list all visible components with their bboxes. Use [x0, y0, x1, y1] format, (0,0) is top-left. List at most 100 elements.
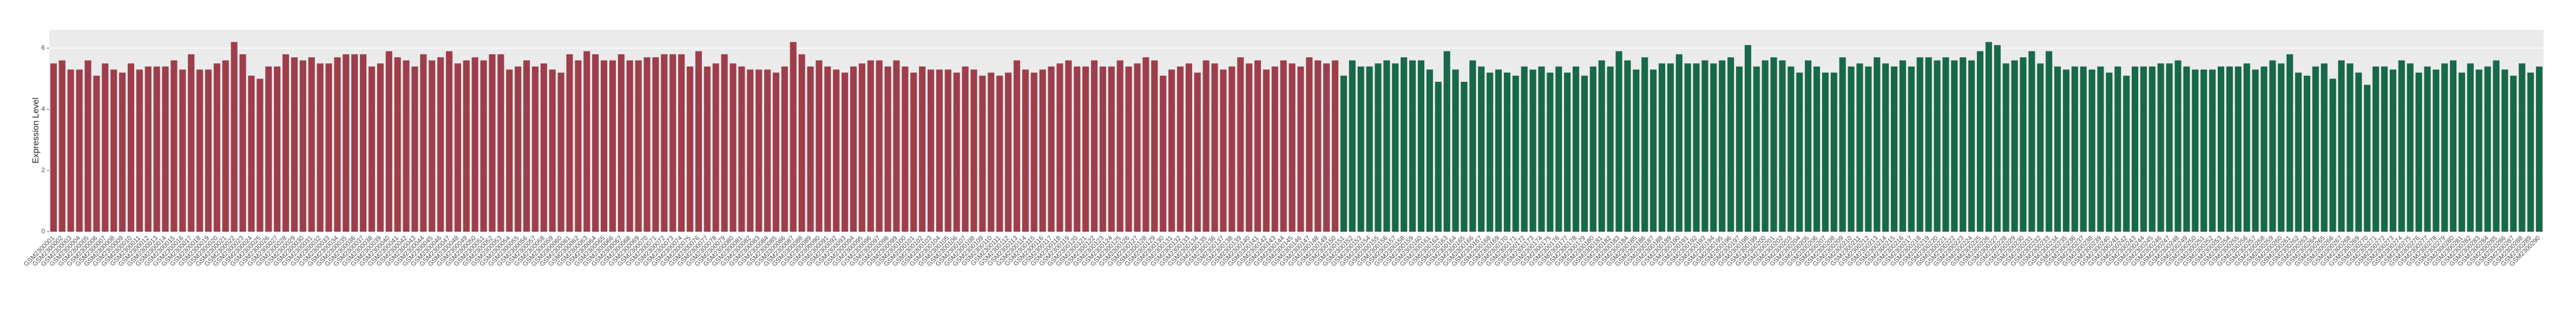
- bar: [162, 66, 169, 232]
- bar: [1366, 66, 1373, 232]
- bar: [2200, 69, 2207, 232]
- bar: [2303, 75, 2310, 232]
- bar: [1134, 63, 1141, 232]
- bar: [2088, 69, 2095, 232]
- bar: [2132, 66, 2139, 232]
- bar: [170, 60, 178, 232]
- bar: [2157, 63, 2164, 232]
- bar: [902, 66, 909, 232]
- bar: [2338, 60, 2345, 232]
- bar: [2312, 66, 2319, 232]
- bar: [291, 57, 298, 232]
- bar: [816, 60, 823, 232]
- bar: [102, 63, 109, 232]
- bar: [1684, 63, 1691, 232]
- bar: [1263, 69, 1270, 232]
- bar: [661, 54, 668, 232]
- bar: [1658, 63, 1665, 232]
- bar: [1461, 82, 1468, 232]
- bar: [2433, 69, 2440, 232]
- bar: [988, 73, 995, 232]
- bar: [944, 69, 951, 232]
- bar: [721, 54, 728, 232]
- bar: [1693, 63, 1700, 232]
- bar: [1401, 57, 1408, 232]
- bar: [2002, 63, 2009, 232]
- bar: [2011, 60, 2018, 232]
- bar: [2054, 66, 2061, 232]
- bar: [1443, 51, 1450, 232]
- y-tick-label: 2: [41, 166, 45, 174]
- bar: [2174, 60, 2181, 232]
- bar: [1521, 66, 1528, 232]
- bar: [213, 63, 220, 232]
- y-tick-label: 0: [41, 227, 45, 235]
- bar: [463, 60, 470, 232]
- bar: [317, 63, 324, 232]
- bar: [1030, 73, 1037, 232]
- bar: [704, 66, 711, 232]
- bar: [1813, 66, 1821, 232]
- bar: [1547, 73, 1554, 232]
- bar: [2458, 73, 2466, 232]
- bar: [2475, 69, 2482, 232]
- bar: [1891, 66, 1898, 232]
- bar: [772, 73, 780, 232]
- bar: [2148, 66, 2156, 232]
- bar: [1753, 66, 1760, 232]
- bar: [609, 60, 616, 232]
- bar: [1916, 57, 1923, 232]
- bar: [497, 54, 504, 232]
- bar: [2347, 63, 2354, 232]
- bar: [2321, 63, 2328, 232]
- bar: [523, 60, 530, 232]
- bar: [1194, 73, 1201, 232]
- bar: [1349, 60, 1356, 232]
- bar: [996, 75, 1003, 232]
- bar: [979, 75, 986, 232]
- bar: [1177, 66, 1184, 232]
- bar: [489, 54, 496, 232]
- bar: [1744, 45, 1751, 232]
- bar: [1512, 75, 1519, 232]
- bar: [2501, 69, 2508, 232]
- bar: [1013, 60, 1021, 232]
- bar: [1056, 63, 1063, 232]
- bar: [2226, 66, 2233, 232]
- bar: [1452, 69, 1459, 232]
- bar: [2080, 66, 2087, 232]
- bar: [437, 57, 444, 232]
- bar: [1392, 63, 1399, 232]
- bar: [1478, 66, 1485, 232]
- bar: [2071, 66, 2078, 232]
- bar: [2123, 75, 2130, 232]
- bar: [2140, 66, 2147, 232]
- bar: [1254, 60, 1261, 232]
- bar: [1805, 60, 1812, 232]
- bar: [368, 66, 376, 232]
- bar: [445, 51, 453, 232]
- bar: [506, 69, 513, 232]
- bar: [531, 66, 538, 232]
- bar: [730, 63, 737, 232]
- bar: [884, 66, 891, 232]
- bar: [781, 66, 788, 232]
- bar: [1409, 60, 1416, 232]
- bar: [1297, 66, 1304, 232]
- bar: [1555, 66, 1562, 232]
- bar: [2209, 69, 2216, 232]
- bar: [1839, 57, 1846, 232]
- bar: [1856, 63, 1863, 232]
- bar: [1331, 60, 1339, 232]
- bar: [910, 73, 917, 232]
- bar: [2381, 66, 2388, 232]
- bar: [824, 66, 831, 232]
- bar: [515, 66, 522, 232]
- bar: [1848, 66, 1855, 232]
- bar: [222, 60, 229, 232]
- bar: [2286, 54, 2294, 232]
- bar: [2493, 60, 2500, 232]
- bar: [2398, 60, 2405, 232]
- bar: [2407, 63, 2414, 232]
